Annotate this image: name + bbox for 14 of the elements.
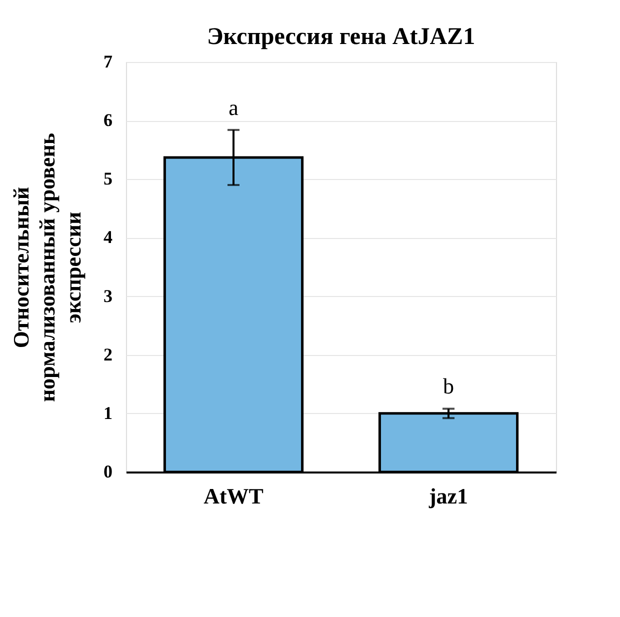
y-tick-label: 6	[104, 110, 112, 130]
y-tick-label: 3	[104, 286, 112, 306]
chart-title: Экспрессия гена AtJAZ1	[206, 24, 476, 50]
annotation: a	[228, 94, 239, 120]
y-tick-label: 1	[104, 402, 112, 423]
y-axis-title: Относительный нормализованный уровень экспрессии	[8, 132, 86, 402]
y-tick-label: 4	[104, 227, 112, 248]
x-tick-label: jaz1	[428, 484, 468, 508]
y-tick-label: 2	[104, 344, 112, 364]
y-tick-label: 5	[104, 168, 112, 189]
annotation: b	[443, 374, 454, 399]
x-tick-label: AtWT	[204, 484, 264, 508]
y-tick-label: 7	[104, 52, 112, 72]
y-tick-label: 0	[104, 462, 112, 482]
